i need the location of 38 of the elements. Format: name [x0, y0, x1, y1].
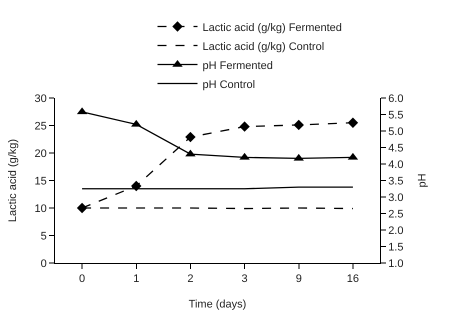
y2-tick-label: 6.0 — [388, 92, 404, 105]
point — [294, 120, 304, 130]
y2-tick-label: 4.5 — [388, 142, 404, 154]
y2-tick-label: 2.5 — [388, 208, 404, 220]
x-axis-title: Time (days) — [188, 298, 246, 310]
x-tick-label: 16 — [346, 273, 360, 286]
y2-tick-label: 1.5 — [388, 241, 404, 254]
y2-tick-label: 2.0 — [388, 224, 404, 237]
legend-label: pH Control — [202, 78, 256, 91]
y2-tick-label: 5.0 — [388, 126, 404, 138]
point — [76, 202, 88, 214]
y2-tick-label: 3.0 — [388, 192, 404, 204]
y-tick-label: 15 — [34, 175, 47, 188]
point — [294, 154, 304, 161]
legend-label: pH Fermented — [202, 60, 273, 72]
legend-label: Lactic acid (g/kg) Control — [202, 40, 324, 53]
x-tick-label: 0 — [79, 273, 86, 286]
x-tick-label: 3 — [242, 273, 248, 286]
y-tick-label: 30 — [34, 92, 47, 105]
y-tick-label: 20 — [34, 148, 47, 160]
x-tick-label: 1 — [133, 273, 140, 286]
y-tick-label: 0 — [40, 258, 47, 270]
y-axis-title: Lactic acid (g/kg) — [7, 138, 20, 222]
legend-label: Lactic acid (g/kg) Fermented — [202, 22, 342, 34]
y-tick-label: 10 — [34, 202, 47, 215]
y2-tick-label: 1.0 — [388, 258, 404, 270]
y2-axis-title: pH — [416, 173, 429, 188]
y-tick-label: 5 — [40, 230, 47, 242]
y2-tick-label: 3.5 — [388, 175, 404, 188]
point — [348, 118, 358, 128]
point — [239, 121, 250, 132]
point — [185, 132, 196, 142]
y2-tick-label: 5.5 — [388, 109, 404, 122]
y-tick-label: 25 — [34, 120, 47, 132]
point — [131, 120, 142, 127]
x-tick-label: 9 — [296, 273, 302, 286]
x-tick-label: 2 — [187, 273, 194, 286]
y2-tick-label: 4.0 — [388, 158, 404, 171]
